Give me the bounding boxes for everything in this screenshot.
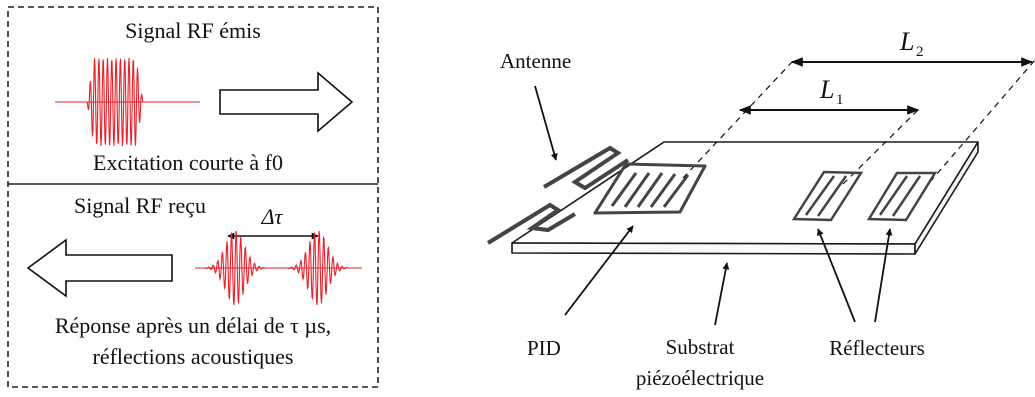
substrate-side-face (914, 141, 979, 255)
antenna-label: Antenne (500, 49, 571, 73)
pid-callout (564, 225, 634, 316)
l1-label: L 1 (819, 75, 844, 108)
right-panel: L 2 L 1 (486, 27, 1035, 390)
delay-symbol: Δτ (261, 204, 284, 229)
piezo-substrate (511, 141, 979, 255)
l2-symbol: L (899, 27, 914, 56)
reflector-2-callout (874, 228, 893, 323)
received-caption-line1: Réponse après un délai de τ µs, (55, 313, 331, 338)
transmit-arrow (219, 71, 354, 133)
l2-subscript: 2 (916, 44, 924, 60)
substrate-callout (714, 262, 730, 326)
emitted-signal-title: Signal RF émis (125, 18, 261, 43)
received-echo-waveform-1 (204, 230, 266, 306)
substrate-front-face (511, 242, 916, 255)
reflector-1-callout (817, 228, 856, 323)
antenna-callout (534, 85, 558, 161)
pid-label: PID (527, 336, 561, 360)
emitted-burst-waveform (86, 57, 144, 147)
reflector-2 (866, 171, 938, 222)
reflectors-label: Réflecteurs (829, 336, 925, 360)
emitted-burst (55, 57, 200, 147)
substrate-label-line2: piézoélectrique (636, 366, 764, 390)
dashed-frame (7, 6, 379, 388)
emitted-signal-caption: Excitation courte à f0 (93, 150, 283, 175)
l2-label: L 2 (899, 27, 924, 60)
substrate-label-line1: Substrat (666, 335, 735, 359)
dimension-guides (682, 59, 1035, 185)
left-panel: Signal RF émis Excitation courte à f0 Si… (7, 6, 379, 388)
l1-subscript: 1 (836, 92, 844, 108)
received-caption-line2: réflections acoustiques (93, 344, 294, 369)
received-signal-title: Signal RF reçu (74, 193, 206, 218)
l1-symbol: L (819, 75, 834, 104)
received-echo-waveform-2 (287, 230, 349, 306)
reflector-1 (791, 170, 864, 222)
callouts (534, 85, 893, 326)
receive-arrow (26, 238, 173, 298)
antenna (486, 145, 630, 245)
received-bursts (195, 230, 362, 306)
pid-transducer (593, 162, 707, 215)
